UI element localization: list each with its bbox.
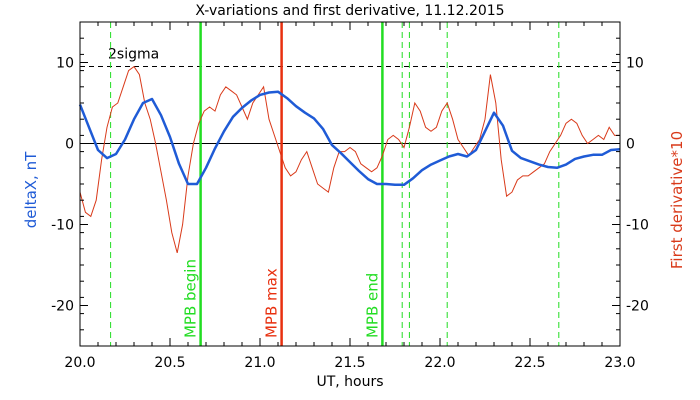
y-tick-label-right-2: -10 [626,218,649,234]
y-tick-label-left-2: -10 [51,218,74,234]
x-tick-label-3: 21.5 [334,355,365,371]
y-tick-label-left-3: -20 [51,299,74,315]
chart-title: X-variations and first derivative, 11.12… [195,3,504,19]
vline-labels-layer: MPB begin MPB max MPB end [182,259,382,338]
vline-label-2: MPB max [263,268,281,338]
series-line-deltaX [78,90,621,187]
x-tick-label-4: 22.0 [424,355,455,371]
x-tick-label-5: 22.5 [514,355,545,371]
y-tick-label-left-0: 10 [56,56,74,72]
y-axis-left-label: deltaX, nT [22,151,40,228]
x-tick-label-0: 20.0 [64,355,95,371]
vline-label-3: MPB end [363,273,381,338]
y-tick-label-right-3: -20 [626,299,649,315]
ticks-layer: 20.0 20.5 21.0 21.5 22.0 22.5 23.0 10 10 0 0 -10 -10… [51,22,649,371]
plot-frame [79,21,621,347]
sigma-label: 2sigma [108,47,159,63]
plot-area: 2sigma [78,22,621,346]
y-axis-right-label: First derivative*10 [668,131,686,269]
vline-label-1: MPB begin [182,259,200,338]
x-tick-label-2: 21.0 [244,355,275,371]
x-tick-label-6: 23.0 [604,355,635,371]
y-tick-label-left-1: 0 [65,137,74,153]
x-tick-label-1: 20.5 [154,355,185,371]
y-tick-label-right-0: 10 [626,56,644,72]
series-line-derivative [79,65,620,254]
x-axis-label: UT, hours [316,374,383,390]
y-tick-label-right-1: 0 [626,137,635,153]
